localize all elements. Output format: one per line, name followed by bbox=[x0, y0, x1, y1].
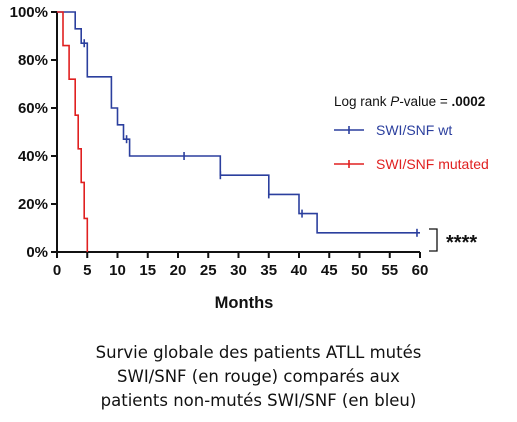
y-tick-label: 20% bbox=[18, 196, 48, 213]
x-tick-label: 15 bbox=[139, 262, 156, 279]
significance-bracket bbox=[429, 228, 438, 252]
x-tick-label: 5 bbox=[83, 262, 91, 279]
series-line-mutated bbox=[57, 11, 89, 252]
x-tick-label: 55 bbox=[381, 262, 398, 279]
chart-legend: SWI/SNF wt SWI/SNF mutated bbox=[334, 122, 489, 172]
x-tick-label: 20 bbox=[170, 262, 187, 279]
legend-label-wt: SWI/SNF wt bbox=[376, 122, 452, 138]
y-tick-label: 60% bbox=[18, 100, 48, 117]
x-tick-label: 40 bbox=[291, 262, 308, 279]
x-tick-label: 25 bbox=[200, 262, 217, 279]
survival-chart: 0 5 10 15 20 25 30 35 40 45 50 55 60 0% 20% 40% 60% 80% 10… bbox=[10, 4, 489, 312]
y-tick-label: 40% bbox=[18, 148, 48, 165]
figure-caption: Survie globale des patients ATLL mutés S… bbox=[0, 341, 517, 413]
x-tick-label: 60 bbox=[412, 262, 429, 279]
x-tick-label: 0 bbox=[53, 262, 61, 279]
x-tick-label: 45 bbox=[321, 262, 338, 279]
significance-stars: **** bbox=[446, 232, 477, 254]
x-tick-label: 30 bbox=[230, 262, 247, 279]
chart-series bbox=[57, 11, 420, 252]
x-tick-label: 50 bbox=[351, 262, 368, 279]
legend-label-mutated: SWI/SNF mutated bbox=[376, 156, 489, 172]
chart-axes: 0 5 10 15 20 25 30 35 40 45 50 55 60 0% 20% 40% 60% 80% 10… bbox=[10, 4, 429, 279]
x-axis-label: Months bbox=[215, 294, 274, 312]
x-tick-label: 35 bbox=[260, 262, 277, 279]
caption-line-3: patients non-mutés SWI/SNF (en bleu) bbox=[100, 391, 417, 410]
y-tick-label: 80% bbox=[18, 52, 48, 69]
y-tick-label: 0% bbox=[26, 244, 48, 261]
logrank-annotation: Log rank P-value = .0002 bbox=[334, 94, 485, 109]
series-line-wt bbox=[57, 11, 420, 234]
caption-line-2: SWI/SNF (en rouge) comparés aux bbox=[117, 367, 400, 386]
y-tick-label: 100% bbox=[10, 4, 48, 21]
caption-line-1: Survie globale des patients ATLL mutés bbox=[95, 343, 422, 362]
x-tick-label: 10 bbox=[109, 262, 126, 279]
